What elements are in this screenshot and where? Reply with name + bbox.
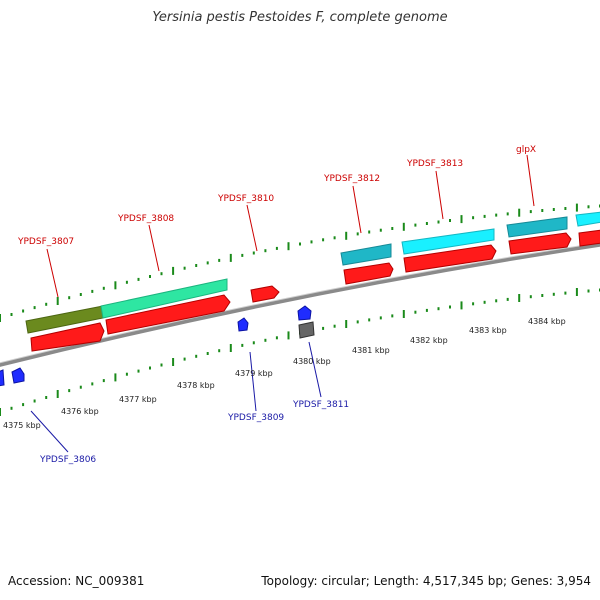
accession-text: Accession: NC_009381	[8, 574, 145, 588]
map-title: Yersinia pestis Pestoides F, complete ge…	[152, 10, 448, 25]
leader-ypdsf-3806	[30, 410, 69, 453]
label-leaders-bottom	[30, 341, 322, 453]
cds-ypdsf-3807[interactable]	[30, 322, 105, 352]
label-ypdsf-3808: YPDSF_3808	[117, 214, 174, 224]
kbp-label-4376: 4376 kbp	[61, 407, 99, 416]
cds-next[interactable]	[578, 229, 600, 247]
gene-next-cyan[interactable]	[575, 211, 600, 227]
leader-glpx	[526, 154, 535, 207]
gene-ypdsf-3811[interactable]	[298, 321, 315, 339]
leader-ypdsf-3809	[249, 351, 257, 412]
gene-left-edge[interactable]	[0, 369, 5, 387]
kbp-label-4384: 4384 kbp	[528, 317, 566, 326]
leader-ypdsf-3813	[435, 170, 444, 220]
kbp-label-4377: 4377 kbp	[119, 395, 157, 404]
gene-ypdsf-3812[interactable]	[340, 243, 392, 266]
kbp-label-4378: 4378 kbp	[177, 381, 215, 390]
kbp-label-4375: 4375 kbp	[3, 421, 41, 430]
label-glpx: glpX	[516, 145, 536, 155]
gene-ypdsf-3811-blue[interactable]	[297, 305, 312, 321]
cds-ypdsf-3808[interactable]	[105, 294, 231, 335]
cds-ypdsf-3812[interactable]	[343, 262, 394, 285]
feature-track-lower	[0, 305, 315, 387]
kbp-label-4379: 4379 kbp	[235, 369, 273, 378]
leader-ypdsf-3808	[148, 224, 160, 272]
label-leaders-top	[46, 154, 535, 298]
label-ypdsf-3812: YPDSF_3812	[323, 174, 380, 184]
kbp-tick-ring	[0, 288, 600, 416]
kbp-label-4383: 4383 kbp	[469, 326, 507, 335]
gene-ypdsf-3808[interactable]	[100, 278, 228, 319]
leader-ypdsf-3807	[46, 248, 59, 298]
feature-track-upper	[25, 211, 600, 352]
label-ypdsf-3806: YPDSF_3806	[39, 455, 96, 465]
label-ypdsf-3811: YPDSF_3811	[292, 400, 349, 410]
label-ypdsf-3809: YPDSF_3809	[227, 413, 284, 423]
genome-backbone	[0, 242, 600, 367]
leader-ypdsf-3810	[246, 204, 258, 252]
gene-glpx[interactable]	[506, 216, 568, 238]
cds-ypdsf-3813[interactable]	[403, 244, 497, 273]
leader-ypdsf-3811	[308, 341, 322, 398]
gene-ypdsf-3813[interactable]	[401, 228, 495, 255]
cds-glpx[interactable]	[508, 232, 572, 255]
kbp-label-4382: 4382 kbp	[410, 336, 448, 345]
cds-ypdsf-3810[interactable]	[250, 285, 280, 303]
kbp-label-4380: 4380 kbp	[293, 357, 331, 366]
kbp-label-4381: 4381 kbp	[352, 346, 390, 355]
gene-ypdsf-3806[interactable]	[11, 367, 25, 384]
label-ypdsf-3810: YPDSF_3810	[217, 194, 274, 204]
genome-stats-text: Topology: circular; Length: 4,517,345 bp…	[261, 574, 591, 588]
label-ypdsf-3813: YPDSF_3813	[406, 159, 463, 169]
outer-tick-ring	[0, 203, 600, 322]
gene-ypdsf-3809[interactable]	[237, 317, 249, 332]
leader-ypdsf-3812	[352, 185, 362, 234]
label-ypdsf-3807: YPDSF_3807	[17, 237, 74, 247]
